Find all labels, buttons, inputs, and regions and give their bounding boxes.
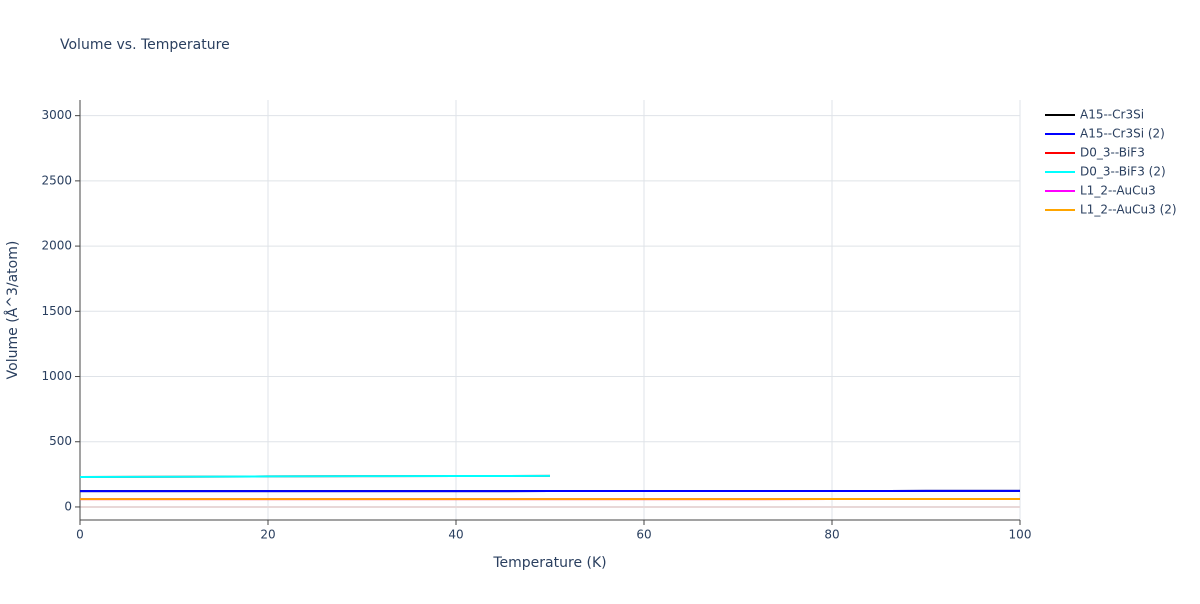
legend-label: L1_2--AuCu3	[1080, 184, 1156, 198]
y-axis-title: Volume (Å^3/atom)	[4, 241, 21, 380]
series-line	[80, 476, 550, 477]
x-tick-label: 100	[1009, 528, 1032, 542]
x-tick-label: 60	[636, 528, 651, 542]
x-tick-label: 20	[260, 528, 275, 542]
x-tick-label: 40	[448, 528, 463, 542]
x-tick-label: 80	[824, 528, 839, 542]
legend-label: D0_3--BiF3	[1080, 146, 1145, 160]
x-axis-title: Temperature (K)	[492, 555, 606, 571]
x-tick-label: 0	[76, 528, 84, 542]
y-tick-label: 2000	[41, 239, 72, 253]
y-tick-label: 0	[64, 499, 72, 513]
legend-label: A15--Cr3Si	[1080, 108, 1144, 122]
y-tick-label: 1000	[41, 369, 72, 383]
y-tick-label: 3000	[41, 108, 72, 122]
y-tick-label: 1500	[41, 304, 72, 318]
chart-title: Volume vs. Temperature	[60, 37, 230, 53]
legend-label: L1_2--AuCu3 (2)	[1080, 203, 1177, 217]
y-tick-label: 2500	[41, 173, 72, 187]
legend-label: D0_3--BiF3 (2)	[1080, 165, 1166, 179]
legend-label: A15--Cr3Si (2)	[1080, 127, 1165, 141]
y-tick-label: 500	[49, 434, 72, 448]
